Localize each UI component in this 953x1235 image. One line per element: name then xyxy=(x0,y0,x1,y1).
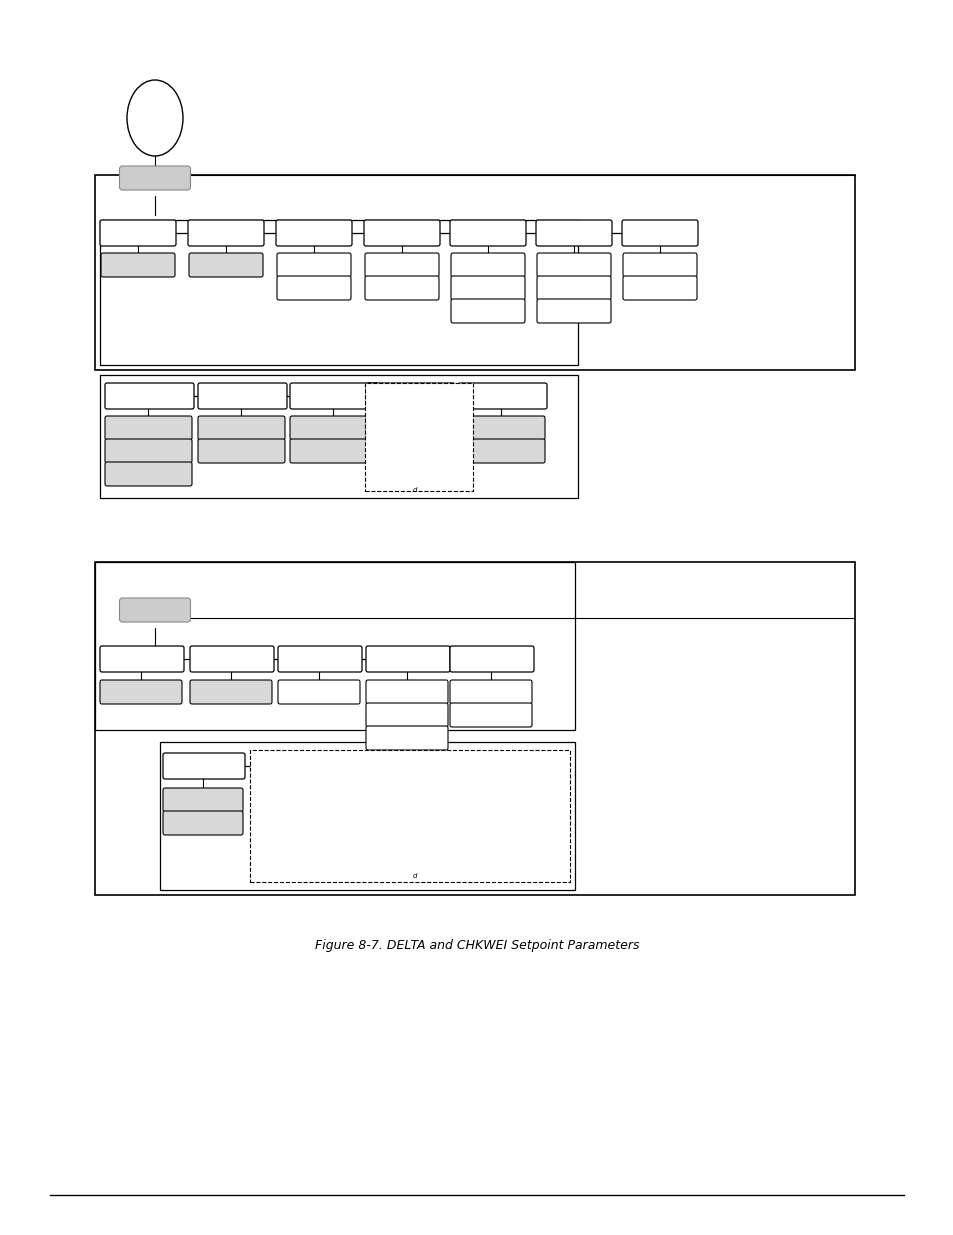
FancyBboxPatch shape xyxy=(163,811,243,835)
FancyBboxPatch shape xyxy=(450,646,534,672)
FancyBboxPatch shape xyxy=(163,753,245,779)
FancyBboxPatch shape xyxy=(190,646,274,672)
FancyBboxPatch shape xyxy=(101,253,174,277)
FancyBboxPatch shape xyxy=(451,253,524,277)
Bar xyxy=(95,562,575,730)
FancyBboxPatch shape xyxy=(276,253,351,277)
Ellipse shape xyxy=(127,80,183,156)
FancyBboxPatch shape xyxy=(537,275,610,300)
FancyBboxPatch shape xyxy=(622,253,697,277)
FancyBboxPatch shape xyxy=(253,753,335,779)
FancyBboxPatch shape xyxy=(190,680,272,704)
FancyBboxPatch shape xyxy=(622,275,697,300)
FancyBboxPatch shape xyxy=(290,416,376,440)
FancyBboxPatch shape xyxy=(290,438,376,463)
FancyBboxPatch shape xyxy=(198,416,285,440)
Bar xyxy=(365,383,473,492)
FancyBboxPatch shape xyxy=(537,299,610,324)
FancyBboxPatch shape xyxy=(163,788,243,811)
FancyBboxPatch shape xyxy=(253,788,333,811)
FancyBboxPatch shape xyxy=(366,726,448,750)
FancyBboxPatch shape xyxy=(198,383,287,409)
FancyBboxPatch shape xyxy=(365,253,438,277)
FancyBboxPatch shape xyxy=(451,299,524,324)
Bar xyxy=(100,220,578,366)
FancyBboxPatch shape xyxy=(100,680,182,704)
FancyBboxPatch shape xyxy=(337,753,419,779)
FancyBboxPatch shape xyxy=(621,220,698,246)
FancyBboxPatch shape xyxy=(365,275,438,300)
Text: $\it{d}$: $\it{d}$ xyxy=(412,872,417,881)
FancyBboxPatch shape xyxy=(450,220,525,246)
FancyBboxPatch shape xyxy=(275,220,352,246)
FancyBboxPatch shape xyxy=(290,383,378,409)
FancyBboxPatch shape xyxy=(364,220,439,246)
Bar xyxy=(100,375,578,498)
FancyBboxPatch shape xyxy=(105,416,192,440)
FancyBboxPatch shape xyxy=(451,275,524,300)
FancyBboxPatch shape xyxy=(422,788,502,811)
FancyBboxPatch shape xyxy=(277,680,359,704)
FancyBboxPatch shape xyxy=(277,646,361,672)
FancyBboxPatch shape xyxy=(366,383,455,409)
FancyBboxPatch shape xyxy=(188,220,264,246)
FancyBboxPatch shape xyxy=(450,703,532,727)
FancyBboxPatch shape xyxy=(457,438,544,463)
FancyBboxPatch shape xyxy=(105,438,192,463)
FancyBboxPatch shape xyxy=(366,703,448,727)
FancyBboxPatch shape xyxy=(189,253,263,277)
Bar xyxy=(250,750,569,882)
FancyBboxPatch shape xyxy=(100,220,175,246)
FancyBboxPatch shape xyxy=(198,438,285,463)
FancyBboxPatch shape xyxy=(366,416,453,440)
Text: $\it{d}$: $\it{d}$ xyxy=(412,485,417,494)
FancyBboxPatch shape xyxy=(457,383,546,409)
FancyBboxPatch shape xyxy=(450,680,532,704)
FancyBboxPatch shape xyxy=(276,275,351,300)
FancyBboxPatch shape xyxy=(366,646,450,672)
FancyBboxPatch shape xyxy=(537,253,610,277)
FancyBboxPatch shape xyxy=(119,165,191,190)
FancyBboxPatch shape xyxy=(536,220,612,246)
FancyBboxPatch shape xyxy=(105,462,192,487)
FancyBboxPatch shape xyxy=(119,598,191,622)
FancyBboxPatch shape xyxy=(457,416,544,440)
FancyBboxPatch shape xyxy=(100,646,184,672)
FancyBboxPatch shape xyxy=(366,680,448,704)
FancyBboxPatch shape xyxy=(337,788,417,811)
Bar xyxy=(160,742,575,890)
FancyBboxPatch shape xyxy=(422,753,504,779)
Bar xyxy=(95,175,854,370)
Text: Figure 8-7. DELTA and CHKWEI Setpoint Parameters: Figure 8-7. DELTA and CHKWEI Setpoint Pa… xyxy=(314,939,639,951)
Bar xyxy=(95,562,854,895)
FancyBboxPatch shape xyxy=(105,383,193,409)
